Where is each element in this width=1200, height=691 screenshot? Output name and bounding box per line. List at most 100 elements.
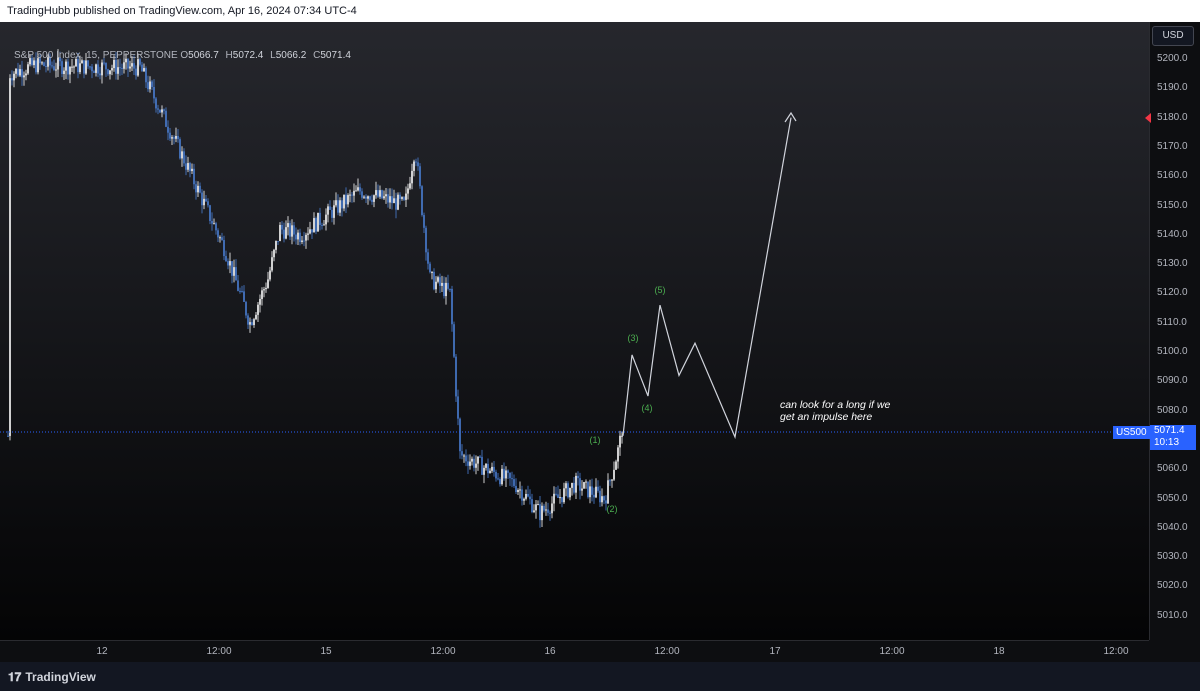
candle-body bbox=[249, 322, 251, 325]
last-price-badge: 5071.4 10:13 bbox=[1150, 425, 1196, 450]
candle-body bbox=[355, 190, 357, 192]
candle-body bbox=[157, 108, 159, 110]
candle-body bbox=[19, 69, 21, 76]
alert-marker-icon[interactable] bbox=[1145, 113, 1151, 123]
price-tick: 5170.0 bbox=[1157, 140, 1188, 152]
candle-body bbox=[107, 69, 109, 75]
candle-body bbox=[141, 64, 143, 72]
candle-body bbox=[605, 500, 607, 504]
chart-canvas[interactable]: (1) (2) (3) (4) (5) bbox=[0, 22, 1149, 640]
candle-body bbox=[347, 195, 349, 205]
candle-body bbox=[459, 418, 461, 452]
currency-button[interactable]: USD bbox=[1152, 26, 1194, 46]
candle-body bbox=[159, 109, 161, 113]
trade-note[interactable]: can look for a long if we get an impulse… bbox=[780, 399, 930, 423]
candle-body bbox=[237, 280, 239, 291]
time-tick: 18 bbox=[993, 646, 1005, 657]
candle-body bbox=[425, 227, 427, 253]
candle-body bbox=[129, 66, 131, 69]
candle-body bbox=[85, 60, 87, 74]
candle-body bbox=[581, 488, 583, 491]
candle-body bbox=[65, 61, 67, 71]
candle-body bbox=[289, 223, 291, 237]
candle-body bbox=[381, 190, 383, 199]
price-tick: 5120.0 bbox=[1157, 287, 1188, 299]
price-tick: 5130.0 bbox=[1157, 258, 1188, 270]
candle-body bbox=[609, 480, 611, 482]
tradingview-logo[interactable]: 𝟏𝟕 TradingView bbox=[8, 670, 96, 685]
candle-body bbox=[563, 488, 565, 503]
projection-path[interactable] bbox=[622, 117, 792, 440]
candle-body bbox=[177, 135, 179, 140]
candle-body bbox=[209, 205, 211, 221]
price-tick: 5190.0 bbox=[1157, 82, 1188, 94]
candle-body bbox=[321, 224, 323, 226]
candle-body bbox=[51, 65, 53, 67]
candle-body bbox=[455, 356, 457, 397]
candle-body bbox=[523, 498, 525, 501]
candle-body bbox=[495, 471, 497, 479]
projection-arrowhead bbox=[784, 111, 797, 123]
candle-body bbox=[393, 198, 395, 204]
candle-body bbox=[281, 224, 283, 230]
candle-body bbox=[43, 62, 45, 66]
candle-body bbox=[279, 224, 281, 242]
candle-body bbox=[303, 240, 305, 242]
candle-body bbox=[603, 496, 605, 501]
candle-body bbox=[171, 137, 173, 139]
candle-body bbox=[187, 163, 189, 170]
last-price-value: 5071.4 bbox=[1154, 425, 1185, 436]
candle-body bbox=[273, 249, 275, 258]
candle-body bbox=[251, 322, 253, 326]
time-axis[interactable]: 12 12:00 15 12:00 16 12:00 17 12:00 18 12:00 bbox=[0, 640, 1149, 663]
wave-label-5[interactable]: (5) bbox=[655, 285, 666, 295]
candle-body bbox=[417, 162, 419, 167]
candle-body bbox=[87, 60, 89, 67]
candle-body bbox=[123, 62, 125, 69]
chart-pane[interactable]: (1) (2) (3) (4) (5) S&P 500 Index, 15, P… bbox=[0, 22, 1149, 640]
candle-body bbox=[591, 486, 593, 495]
candle-body bbox=[547, 509, 549, 513]
candle-body bbox=[597, 486, 599, 491]
candle-body bbox=[351, 194, 353, 196]
legend-high-label: H bbox=[225, 50, 233, 61]
candle-body bbox=[111, 68, 113, 71]
footer-bar: 𝟏𝟕 TradingView bbox=[0, 662, 1200, 691]
candle-body bbox=[301, 240, 303, 242]
legend-high: 5072.4 bbox=[232, 50, 264, 61]
candle-body bbox=[575, 475, 577, 493]
candle-body bbox=[29, 58, 31, 65]
symbol-legend[interactable]: S&P 500 Index, 15, PEPPERSTONE O5066.7 H… bbox=[14, 50, 355, 61]
candle-body bbox=[451, 288, 453, 325]
candle-body bbox=[453, 324, 455, 357]
candle-body bbox=[203, 198, 205, 206]
wave-label-3[interactable]: (3) bbox=[628, 333, 639, 343]
wave-label-1[interactable]: (1) bbox=[590, 435, 601, 445]
candle-body bbox=[551, 503, 553, 514]
candle-body bbox=[369, 196, 371, 200]
candle-body bbox=[139, 59, 141, 65]
candle-body bbox=[219, 237, 221, 239]
candle-body bbox=[595, 486, 597, 498]
price-tick: 5160.0 bbox=[1157, 170, 1188, 182]
price-tick: 5200.0 bbox=[1157, 53, 1188, 64]
candle-body bbox=[363, 196, 365, 198]
candle-body bbox=[235, 267, 237, 281]
wave-label-2[interactable]: (2) bbox=[607, 504, 618, 514]
candle-body bbox=[503, 468, 505, 479]
price-tick: 5010.0 bbox=[1157, 609, 1188, 621]
candle-body bbox=[367, 196, 369, 199]
candle-body bbox=[261, 290, 263, 299]
price-tick: 5060.0 bbox=[1157, 463, 1188, 475]
candle-body bbox=[137, 59, 139, 76]
candle-body bbox=[539, 504, 541, 521]
candle-body bbox=[185, 163, 187, 170]
candle-body bbox=[385, 194, 387, 197]
wave-label-4[interactable]: (4) bbox=[642, 403, 653, 413]
price-axis[interactable]: 5200.0 5190.0 5180.0 5170.0 5160.0 5150.0 5140… bbox=[1149, 22, 1200, 640]
candle-body bbox=[63, 70, 65, 74]
candle-body bbox=[283, 229, 285, 239]
candle-body bbox=[101, 62, 103, 76]
candle-body bbox=[607, 480, 609, 504]
candle-body bbox=[255, 314, 257, 320]
